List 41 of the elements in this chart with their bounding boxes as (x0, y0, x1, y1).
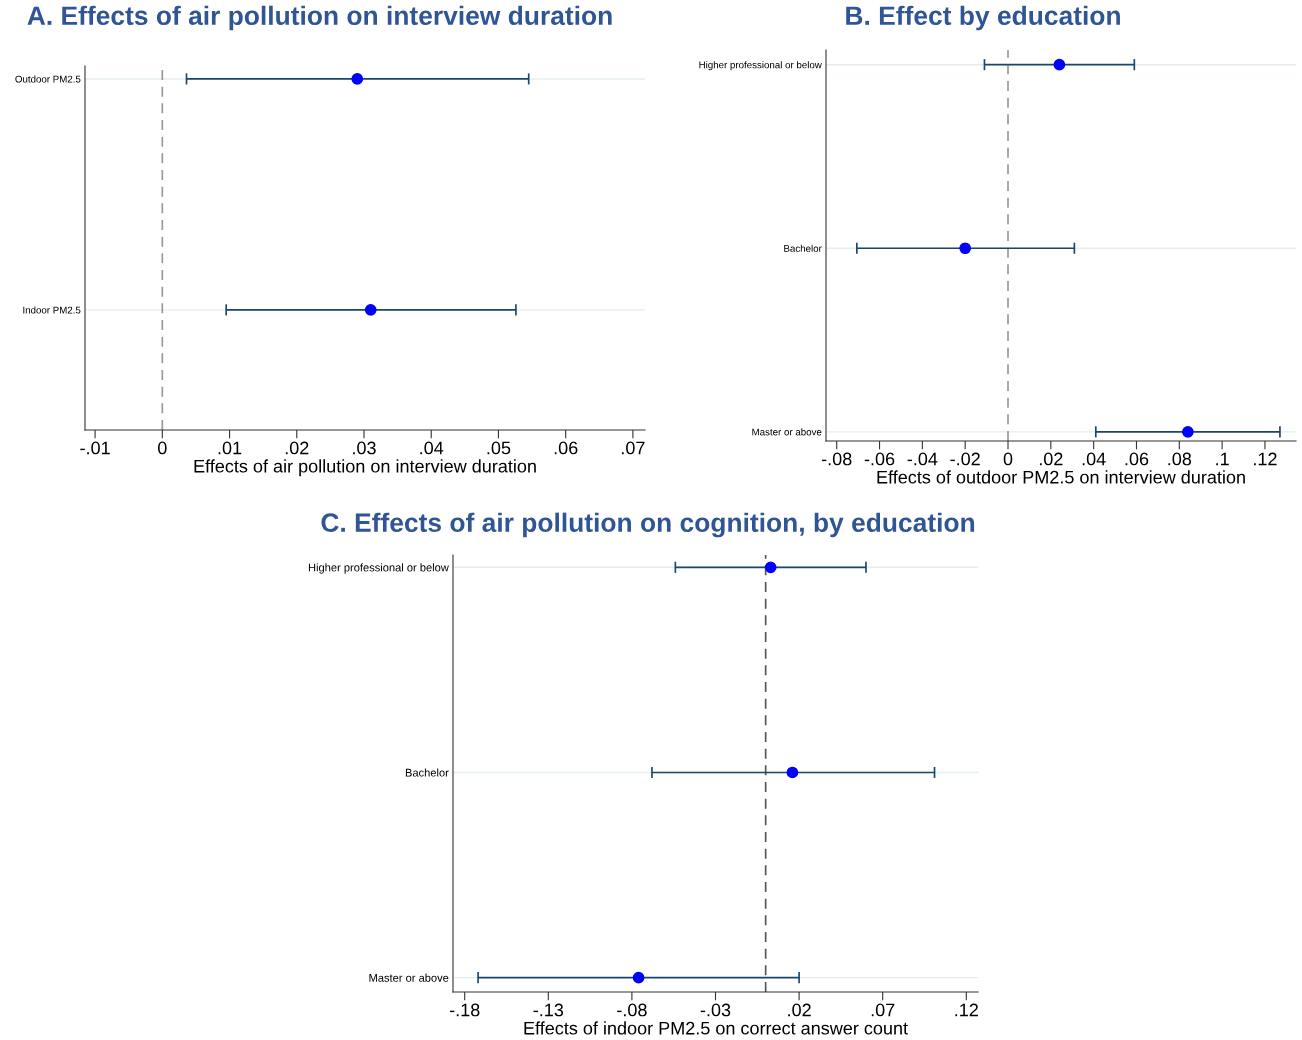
chart-title: B. Effect by education (846, 5, 1120, 31)
chart-title: A. Effects of air pollution on interview duration (27, 5, 612, 31)
x-tick-label: -.08 (617, 1003, 647, 1017)
y-tick-label: Master or above (752, 428, 822, 436)
x-tick-label: .07 (622, 441, 645, 455)
x-tick-label: -.02 (950, 452, 980, 466)
x-axis-title: Effects of indoor PM2.5 on correct answer count (524, 1021, 908, 1035)
x-tick-label: .01 (218, 441, 242, 455)
x-tick-label: 0 (158, 441, 167, 455)
y-tick-label: Higher professional or below (699, 61, 822, 71)
x-tick-label: .04 (1082, 452, 1106, 466)
x-axis-title: Effects of outdoor PM2.5 on interview duration (877, 470, 1245, 484)
x-tick-label: .03 (353, 441, 376, 455)
x-tick-label: .06 (1125, 452, 1149, 466)
x-tick-label: .02 (285, 441, 309, 455)
x-tick-label: -.13 (533, 1003, 564, 1017)
x-tick-label: .02 (788, 1003, 811, 1017)
x-tick-label: -.08 (821, 452, 852, 466)
x-tick-label: -.18 (449, 1003, 480, 1017)
x-tick-label: .05 (487, 441, 511, 455)
x-tick-label: .06 (554, 441, 578, 455)
x-axis-title: Effects of air pollution on interview duration (194, 459, 536, 477)
y-tick-label: Indoor PM2.5 (23, 306, 81, 314)
x-tick-label: -.04 (907, 452, 938, 466)
x-tick-label: .07 (871, 1003, 895, 1017)
y-tick-label: Master or above (369, 973, 449, 982)
x-tick-label: -.01 (80, 441, 110, 455)
y-tick-label: Higher professional or below (308, 563, 449, 574)
chart-title: C. Effects of air pollution on cognition, by education (321, 512, 975, 538)
y-tick-label: Outdoor PM2.5 (15, 75, 81, 83)
x-tick-label: .04 (420, 441, 444, 455)
y-tick-label: Bachelor (405, 768, 449, 777)
x-tick-label: .12 (955, 1003, 978, 1017)
x-tick-label: .02 (1039, 452, 1063, 466)
x-tick-label: .12 (1254, 452, 1277, 466)
x-tick-label: -.03 (700, 1003, 731, 1017)
x-tick-label: .1 (1216, 452, 1229, 466)
x-tick-label: .08 (1168, 452, 1192, 466)
y-tick-label: Bachelor (784, 244, 822, 252)
x-tick-label: -.06 (864, 452, 895, 466)
x-tick-label: 0 (1003, 452, 1013, 466)
